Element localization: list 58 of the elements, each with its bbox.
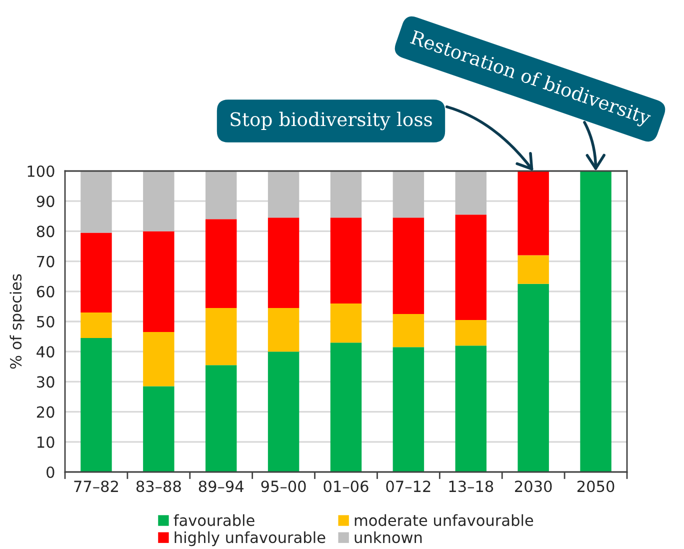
bar — [392, 347, 424, 472]
bar — [80, 171, 112, 233]
bar — [455, 320, 486, 346]
legend-label: unknown — [354, 531, 422, 544]
x-tick-label: 95–00 — [261, 480, 306, 492]
x-tick-label: 07–12 — [386, 480, 430, 492]
y-tick-label: 10 — [38, 436, 54, 448]
bar — [206, 365, 237, 472]
y-tick-label: 100 — [28, 165, 54, 178]
y-tick-label: 20 — [36, 406, 54, 418]
y-tick-label: 30 — [37, 376, 54, 388]
bar — [206, 308, 237, 366]
bar — [330, 171, 362, 218]
bar — [455, 171, 486, 215]
bar — [455, 214, 486, 320]
bar — [392, 218, 424, 314]
bar — [268, 352, 300, 472]
bar — [143, 171, 174, 232]
bar — [80, 232, 112, 312]
x-tick-label: 01–06 — [324, 480, 368, 492]
x-tick-label: 2050 — [577, 480, 614, 492]
bar — [80, 338, 112, 472]
bar — [518, 171, 549, 256]
bar — [392, 314, 424, 348]
x-tick-label: 2030 — [515, 480, 552, 492]
y-tick-label: 90 — [36, 196, 54, 208]
bar — [268, 218, 300, 308]
y-tick-label: 50 — [37, 316, 54, 328]
bar — [392, 171, 424, 218]
bar — [143, 231, 174, 332]
bar — [143, 332, 174, 386]
bar — [268, 171, 300, 218]
bar — [330, 303, 362, 343]
bar — [80, 312, 112, 338]
x-tick-label: 13–18 — [449, 480, 494, 492]
y-tick-label: 80 — [36, 226, 54, 238]
x-tick-label: 77–82 — [74, 480, 118, 492]
y-tick-label: 0 — [46, 466, 54, 478]
bar — [143, 386, 174, 472]
bar — [206, 171, 237, 220]
bar — [518, 255, 549, 284]
bar — [268, 308, 300, 352]
legend-label: favourable — [174, 514, 254, 526]
x-tick-label: 83–88 — [136, 480, 181, 492]
y-axis-title: % of species — [10, 274, 25, 369]
y-tick-label: 70 — [37, 256, 54, 268]
bar — [330, 342, 362, 472]
legend-label: highly unfavourable — [174, 531, 326, 546]
bar — [206, 219, 237, 308]
bar — [330, 218, 362, 304]
bar — [455, 346, 486, 472]
bar — [518, 284, 549, 472]
y-tick-label: 40 — [36, 346, 54, 358]
bar — [580, 171, 612, 472]
legend-label: moderate unfavourable — [354, 514, 534, 526]
y-tick-label: 60 — [36, 286, 54, 298]
x-tick-label: 89–94 — [198, 480, 244, 492]
annotation: Stop biodiversity loss — [230, 112, 432, 130]
